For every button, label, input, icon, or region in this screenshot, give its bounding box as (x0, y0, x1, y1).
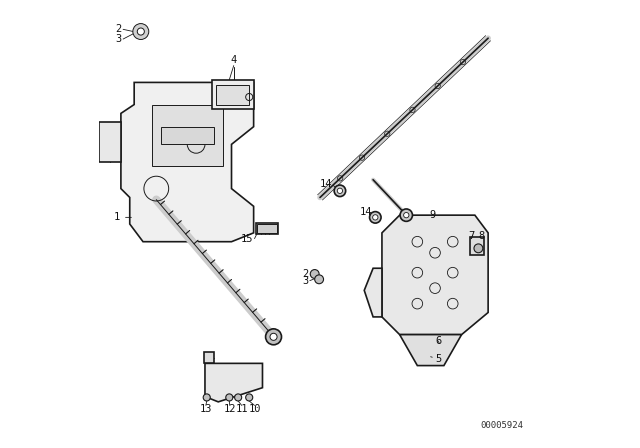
Text: 14: 14 (360, 207, 372, 217)
Circle shape (133, 24, 148, 39)
Bar (470, 237, 484, 255)
Text: 6: 6 (435, 336, 442, 346)
Circle shape (266, 329, 282, 345)
Text: 00005924: 00005924 (481, 421, 524, 430)
Polygon shape (205, 363, 262, 402)
Circle shape (474, 244, 483, 253)
Polygon shape (399, 335, 461, 366)
Circle shape (337, 188, 342, 194)
Circle shape (235, 394, 242, 401)
Text: 11: 11 (236, 404, 248, 414)
Text: 5: 5 (431, 354, 442, 364)
Text: 14: 14 (320, 179, 332, 189)
Circle shape (400, 209, 412, 221)
Text: 9: 9 (429, 210, 436, 220)
Circle shape (226, 394, 233, 401)
Circle shape (310, 270, 319, 278)
Circle shape (369, 211, 381, 223)
Text: 4: 4 (230, 55, 237, 65)
Text: 1: 1 (114, 212, 131, 222)
Text: 12: 12 (223, 404, 236, 414)
Bar (216, 85, 249, 104)
Text: 15: 15 (241, 234, 253, 245)
Text: 8: 8 (478, 231, 484, 241)
Text: 13: 13 (200, 404, 212, 414)
Circle shape (334, 185, 346, 197)
Circle shape (404, 212, 409, 218)
Circle shape (137, 28, 145, 35)
Circle shape (246, 394, 253, 401)
Polygon shape (121, 82, 253, 242)
Polygon shape (382, 215, 488, 335)
Bar (256, 223, 278, 234)
Circle shape (203, 394, 211, 401)
Circle shape (315, 275, 324, 284)
Circle shape (372, 215, 378, 220)
Bar (212, 80, 253, 109)
Polygon shape (99, 122, 121, 162)
Text: 3: 3 (116, 34, 122, 44)
Polygon shape (161, 127, 214, 144)
Bar (257, 224, 276, 233)
Text: 2: 2 (116, 24, 122, 34)
Text: 2: 2 (303, 268, 309, 279)
Text: 3: 3 (303, 276, 309, 286)
Polygon shape (364, 268, 382, 317)
Polygon shape (152, 104, 223, 167)
Text: 7: 7 (468, 231, 475, 241)
Text: 10: 10 (248, 404, 260, 414)
Circle shape (270, 333, 277, 340)
Bar (204, 352, 214, 363)
